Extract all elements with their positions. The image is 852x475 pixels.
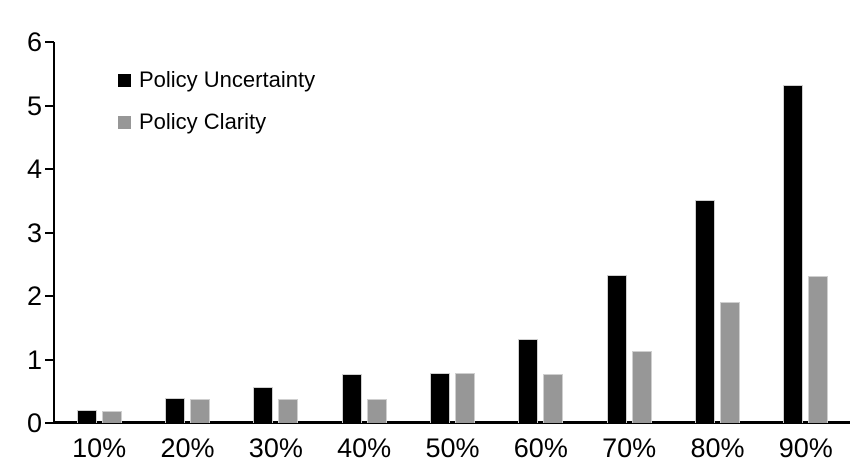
x-axis-labels: 10% 20% 30% 40% 50% 60% 70% 80% 90% [55, 432, 850, 466]
y-tick-mark [45, 168, 54, 170]
bar-group-30% [232, 42, 320, 423]
x-axis-line [53, 421, 850, 424]
x-tick-label: 40% [337, 433, 392, 463]
bar-group-60% [497, 42, 585, 423]
uncertainty-bar [694, 200, 715, 423]
y-tick-mark [45, 41, 54, 43]
bar-group-90% [762, 42, 850, 423]
legend-item-policy-uncertainty: Policy Uncertainty [118, 66, 315, 94]
clarity-bar [366, 398, 387, 423]
y-tick-label: 5 [26, 90, 42, 121]
x-tick-label: 70% [602, 433, 657, 463]
bar-group-40% [320, 42, 408, 423]
clarity-bar [808, 276, 829, 423]
policy-clarity-swatch-icon [118, 115, 131, 129]
x-tick-label: 80% [690, 433, 745, 463]
uncertainty-bar [429, 373, 450, 423]
y-tick-mark [45, 422, 54, 424]
legend-label: Policy Clarity [139, 109, 267, 134]
uncertainty-bar [341, 374, 362, 423]
bar-group-20% [143, 42, 231, 423]
uncertainty-bar [518, 338, 539, 423]
clarity-bar [719, 302, 740, 423]
x-tick-label: 50% [425, 433, 480, 463]
y-tick-label: 1 [26, 344, 42, 375]
clarity-bar [189, 398, 210, 423]
bar-group-80% [673, 42, 761, 423]
plot-area [55, 42, 850, 423]
legend-item-policy-clarity: Policy Clarity [118, 108, 315, 136]
x-tick-label: 30% [248, 433, 303, 463]
y-tick-label: 0 [26, 408, 42, 438]
clarity-bar [454, 373, 475, 423]
uncertainty-bar [164, 397, 185, 423]
y-tick-mark [45, 231, 54, 234]
x-tick-label: 60% [513, 433, 568, 463]
uncertainty-bar [783, 84, 804, 423]
uncertainty-bar [253, 386, 274, 423]
clarity-bar [543, 374, 564, 423]
uncertainty-bar [606, 275, 627, 423]
clarity-bar [631, 350, 652, 423]
bar-group-70% [585, 42, 673, 423]
bar-group-50% [408, 42, 496, 423]
x-tick-label: 20% [160, 433, 215, 463]
y-tick-mark [45, 295, 54, 297]
y-axis-line [53, 42, 55, 424]
clarity-bar [278, 398, 299, 423]
legend-label: Policy Uncertainty [139, 67, 316, 92]
policy-uncertainty-swatch-icon [118, 73, 131, 87]
y-tick-label: 6 [26, 27, 42, 57]
y-tick-label: 3 [26, 217, 42, 248]
x-tick-label: 10% [72, 433, 127, 463]
clarity-bar [101, 410, 122, 423]
y-tick-mark [45, 104, 54, 107]
legend: Policy Uncertainty Policy Clarity [118, 66, 315, 150]
bar-group-10% [55, 42, 143, 423]
x-tick-label: 90% [778, 433, 833, 463]
y-tick-label: 4 [26, 154, 42, 184]
uncertainty-bar [76, 410, 97, 423]
y-tick-label: 2 [26, 281, 42, 311]
y-tick-mark [45, 358, 54, 361]
